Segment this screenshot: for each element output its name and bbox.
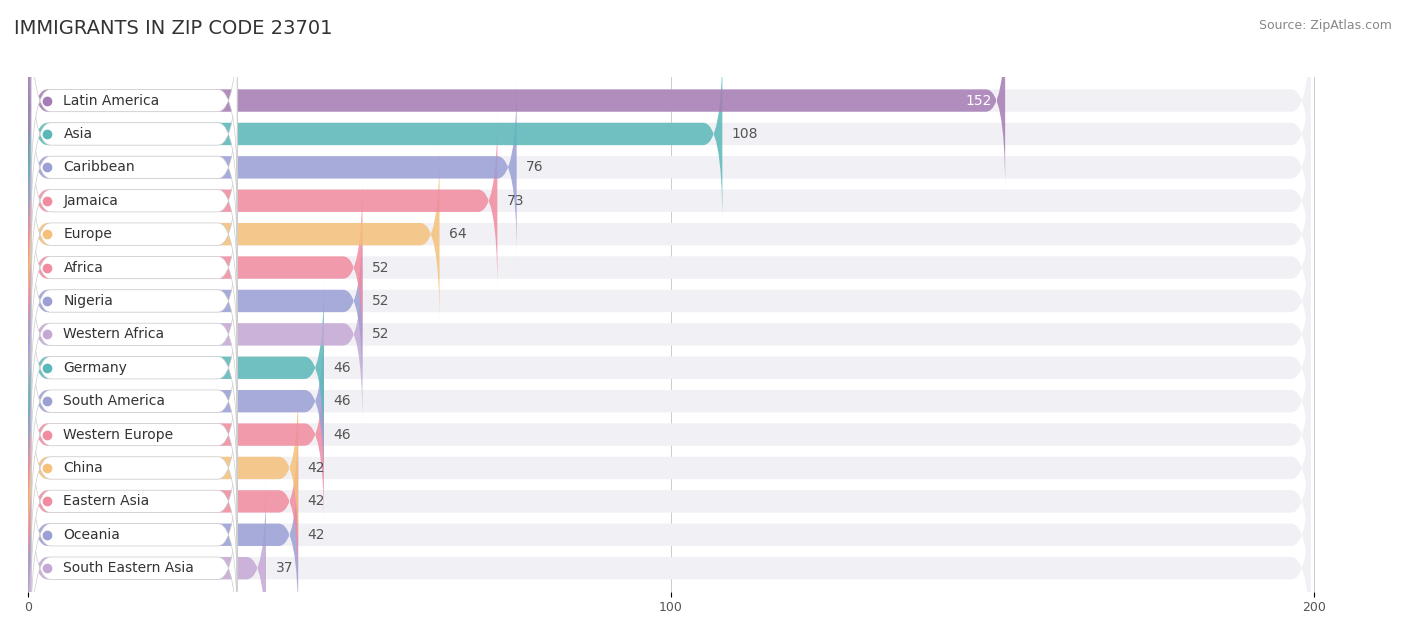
Text: 46: 46 [333, 428, 352, 442]
FancyBboxPatch shape [31, 312, 238, 490]
Text: 52: 52 [373, 260, 389, 275]
FancyBboxPatch shape [31, 412, 238, 590]
Text: Asia: Asia [63, 127, 93, 141]
FancyBboxPatch shape [31, 446, 238, 624]
Text: 52: 52 [373, 294, 389, 308]
Text: China: China [63, 461, 103, 475]
FancyBboxPatch shape [31, 179, 238, 357]
Text: Europe: Europe [63, 227, 112, 241]
Text: 73: 73 [508, 194, 524, 208]
FancyBboxPatch shape [28, 345, 1310, 523]
FancyBboxPatch shape [31, 12, 238, 190]
FancyBboxPatch shape [28, 379, 1310, 557]
FancyBboxPatch shape [28, 379, 298, 557]
FancyBboxPatch shape [28, 279, 323, 457]
FancyBboxPatch shape [31, 479, 238, 643]
Text: Western Europe: Western Europe [63, 428, 173, 442]
FancyBboxPatch shape [28, 312, 323, 490]
FancyBboxPatch shape [31, 145, 238, 323]
FancyBboxPatch shape [31, 45, 238, 223]
Text: Jamaica: Jamaica [63, 194, 118, 208]
Text: South Eastern Asia: South Eastern Asia [63, 561, 194, 575]
FancyBboxPatch shape [28, 279, 1310, 457]
FancyBboxPatch shape [28, 412, 298, 590]
Text: 37: 37 [276, 561, 292, 575]
Text: 108: 108 [733, 127, 758, 141]
FancyBboxPatch shape [28, 78, 516, 257]
FancyBboxPatch shape [28, 345, 323, 523]
FancyBboxPatch shape [28, 212, 1310, 390]
FancyBboxPatch shape [28, 45, 723, 223]
Text: Germany: Germany [63, 361, 128, 375]
FancyBboxPatch shape [28, 246, 1310, 423]
Text: Source: ZipAtlas.com: Source: ZipAtlas.com [1258, 19, 1392, 32]
Text: 42: 42 [308, 528, 325, 542]
FancyBboxPatch shape [28, 78, 1310, 257]
FancyBboxPatch shape [31, 246, 238, 423]
Text: Africa: Africa [63, 260, 104, 275]
FancyBboxPatch shape [28, 479, 1310, 643]
FancyBboxPatch shape [31, 279, 238, 457]
Text: Caribbean: Caribbean [63, 160, 135, 174]
FancyBboxPatch shape [28, 212, 363, 390]
Text: 42: 42 [308, 461, 325, 475]
FancyBboxPatch shape [28, 112, 498, 290]
Text: Nigeria: Nigeria [63, 294, 114, 308]
FancyBboxPatch shape [28, 446, 298, 624]
Text: Western Africa: Western Africa [63, 327, 165, 341]
Text: Eastern Asia: Eastern Asia [63, 494, 149, 509]
FancyBboxPatch shape [31, 112, 238, 290]
FancyBboxPatch shape [28, 479, 266, 643]
FancyBboxPatch shape [28, 145, 440, 323]
Text: 64: 64 [449, 227, 467, 241]
Text: Latin America: Latin America [63, 93, 160, 107]
FancyBboxPatch shape [31, 212, 238, 390]
Text: 46: 46 [333, 394, 352, 408]
Text: IMMIGRANTS IN ZIP CODE 23701: IMMIGRANTS IN ZIP CODE 23701 [14, 19, 333, 39]
FancyBboxPatch shape [28, 179, 1310, 357]
Text: Oceania: Oceania [63, 528, 121, 542]
FancyBboxPatch shape [28, 12, 1310, 190]
FancyBboxPatch shape [28, 145, 1310, 323]
Text: 52: 52 [373, 327, 389, 341]
Text: 152: 152 [966, 93, 993, 107]
FancyBboxPatch shape [28, 312, 1310, 490]
FancyBboxPatch shape [28, 112, 1310, 290]
FancyBboxPatch shape [28, 246, 363, 423]
Text: 76: 76 [526, 160, 544, 174]
FancyBboxPatch shape [28, 179, 363, 357]
Text: 42: 42 [308, 494, 325, 509]
FancyBboxPatch shape [31, 379, 238, 557]
FancyBboxPatch shape [31, 345, 238, 523]
FancyBboxPatch shape [28, 412, 1310, 590]
Text: 46: 46 [333, 361, 352, 375]
FancyBboxPatch shape [28, 446, 1310, 624]
FancyBboxPatch shape [28, 12, 1005, 190]
FancyBboxPatch shape [28, 45, 1310, 223]
FancyBboxPatch shape [31, 78, 238, 257]
Text: South America: South America [63, 394, 166, 408]
